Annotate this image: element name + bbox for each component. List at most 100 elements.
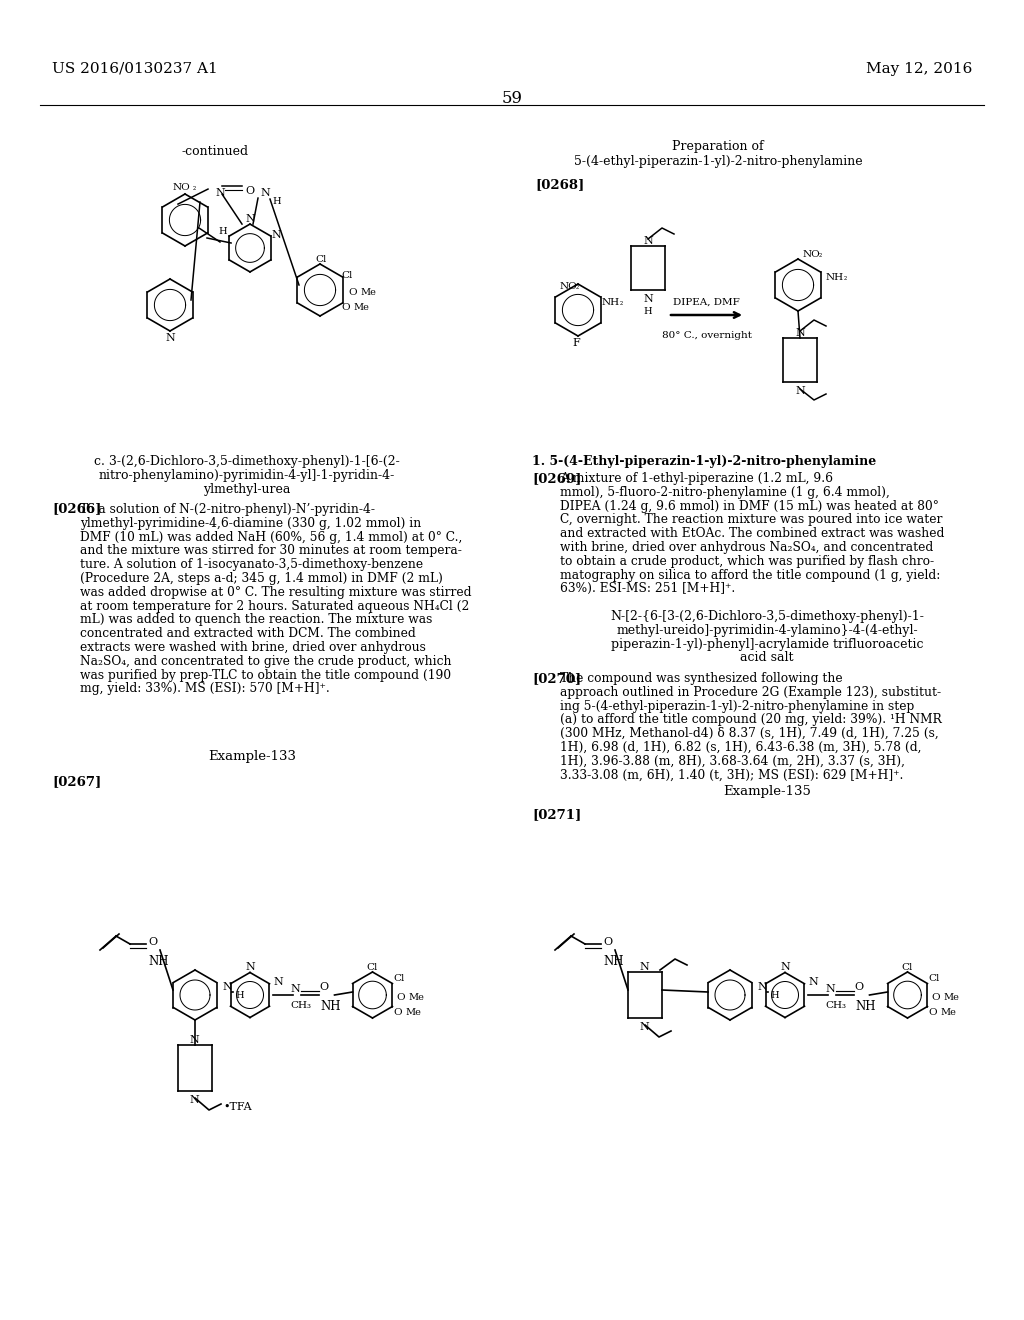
Text: with brine, dried over anhydrous Na₂SO₄, and concentrated: with brine, dried over anhydrous Na₂SO₄,… (560, 541, 933, 554)
Text: NH: NH (855, 1001, 876, 1012)
Text: mmol), 5-fluoro-2-nitro-phenylamine (1 g, 6.4 mmol),: mmol), 5-fluoro-2-nitro-phenylamine (1 g… (560, 486, 890, 499)
Text: ₂: ₂ (819, 251, 822, 259)
Text: To a solution of N-(2-nitro-phenyl)-N’-pyridin-4-: To a solution of N-(2-nitro-phenyl)-N’-p… (80, 503, 375, 516)
Text: and extracted with EtOAc. The combined extract was washed: and extracted with EtOAc. The combined e… (560, 527, 944, 540)
Text: CH₃: CH₃ (825, 1001, 847, 1010)
Text: 3.33-3.08 (m, 6H), 1.40 (t, 3H); MS (ESI): 629 [M+H]⁺.: 3.33-3.08 (m, 6H), 1.40 (t, 3H); MS (ESI… (560, 768, 903, 781)
Text: Me: Me (406, 1008, 421, 1016)
Text: to obtain a crude product, which was purified by flash chro-: to obtain a crude product, which was pur… (560, 554, 934, 568)
Text: •TFA: •TFA (223, 1102, 252, 1111)
Text: O: O (348, 288, 356, 297)
Text: N: N (643, 294, 652, 304)
Text: N: N (795, 327, 805, 338)
Text: N: N (222, 982, 231, 993)
Text: O: O (854, 982, 863, 993)
Text: N: N (273, 977, 284, 987)
Text: ture. A solution of 1-isocyanato-3,5-dimethoxy-benzene: ture. A solution of 1-isocyanato-3,5-dim… (80, 558, 423, 572)
Text: NH: NH (826, 273, 844, 282)
Text: [0268]: [0268] (535, 178, 585, 191)
Text: H: H (643, 308, 651, 315)
Text: H: H (234, 991, 244, 1001)
Text: approach outlined in Procedure 2G (Example 123), substitut-: approach outlined in Procedure 2G (Examp… (560, 686, 941, 698)
Text: Me: Me (940, 1008, 955, 1016)
Text: ylmethyl-urea: ylmethyl-urea (204, 483, 291, 495)
Text: Preparation of: Preparation of (672, 140, 764, 153)
Text: (300 MHz, Methanol-d4) δ 8.37 (s, 1H), 7.49 (d, 1H), 7.25 (s,: (300 MHz, Methanol-d4) δ 8.37 (s, 1H), 7… (560, 727, 939, 741)
Text: CH₃: CH₃ (291, 1001, 311, 1010)
Text: Na₂SO₄, and concentrated to give the crude product, which: Na₂SO₄, and concentrated to give the cru… (80, 655, 452, 668)
Text: N: N (757, 982, 767, 993)
Text: NH: NH (603, 954, 624, 968)
Text: N: N (215, 187, 224, 198)
Text: F: F (572, 338, 580, 348)
Text: Me: Me (353, 304, 369, 312)
Text: Me: Me (943, 993, 958, 1002)
Text: N: N (291, 983, 300, 994)
Text: The compound was synthesized following the: The compound was synthesized following t… (560, 672, 843, 685)
Text: O: O (396, 993, 404, 1002)
Text: [0270]: [0270] (532, 672, 582, 685)
Text: extracts were washed with brine, dried over anhydrous: extracts were washed with brine, dried o… (80, 642, 426, 653)
Text: May 12, 2016: May 12, 2016 (865, 62, 972, 77)
Text: N: N (643, 236, 652, 246)
Text: [0266]: [0266] (52, 502, 101, 515)
Text: C, overnight. The reaction mixture was poured into ice water: C, overnight. The reaction mixture was p… (560, 513, 942, 527)
Text: O: O (148, 937, 157, 946)
Text: O: O (931, 993, 940, 1002)
Text: Cl: Cl (901, 964, 912, 973)
Text: Cl: Cl (315, 255, 327, 264)
Text: at room temperature for 2 hours. Saturated aqueous NH₄Cl (2: at room temperature for 2 hours. Saturat… (80, 599, 469, 612)
Text: was purified by prep-TLC to obtain the title compound (190: was purified by prep-TLC to obtain the t… (80, 669, 452, 681)
Text: 1H), 3.96-3.88 (m, 8H), 3.68-3.64 (m, 2H), 3.37 (s, 3H),: 1H), 3.96-3.88 (m, 8H), 3.68-3.64 (m, 2H… (560, 755, 905, 768)
Text: Example-135: Example-135 (723, 785, 811, 799)
Text: N: N (825, 983, 836, 994)
Text: DMF (10 mL) was added NaH (60%, 56 g, 1.4 mmol) at 0° C.,: DMF (10 mL) was added NaH (60%, 56 g, 1.… (80, 531, 463, 544)
Text: [0269]: [0269] (532, 473, 582, 484)
Text: 1. 5-(4-Ethyl-piperazin-1-yl)-2-nitro-phenylamine: 1. 5-(4-Ethyl-piperazin-1-yl)-2-nitro-ph… (532, 455, 877, 469)
Text: NO: NO (803, 249, 821, 259)
Text: was added dropwise at 0° C. The resulting mixture was stirred: was added dropwise at 0° C. The resultin… (80, 586, 471, 599)
Text: DIPEA, DMF: DIPEA, DMF (673, 298, 740, 308)
Text: NO: NO (173, 183, 190, 191)
Text: (a) to afford the title compound (20 mg, yield: 39%). ¹H NMR: (a) to afford the title compound (20 mg,… (560, 713, 942, 726)
Text: Example-133: Example-133 (208, 750, 296, 763)
Text: 1H), 6.98 (d, 1H), 6.82 (s, 1H), 6.43-6.38 (m, 3H), 5.78 (d,: 1H), 6.98 (d, 1H), 6.82 (s, 1H), 6.43-6.… (560, 741, 922, 754)
Text: NH: NH (148, 954, 169, 968)
Text: ₂: ₂ (193, 183, 197, 191)
Text: N: N (165, 333, 175, 343)
Text: mL) was added to quench the reaction. The mixture was: mL) was added to quench the reaction. Th… (80, 614, 432, 627)
Text: matography on silica to afford the title compound (1 g, yield:: matography on silica to afford the title… (560, 569, 940, 582)
Text: ylmethyl-pyrimidine-4,6-diamine (330 g, 1.02 mmol) in: ylmethyl-pyrimidine-4,6-diamine (330 g, … (80, 517, 421, 529)
Text: O: O (603, 937, 612, 946)
Text: N: N (260, 187, 269, 198)
Text: US 2016/0130237 A1: US 2016/0130237 A1 (52, 62, 218, 77)
Text: 59: 59 (502, 90, 522, 107)
Text: O: O (319, 982, 329, 993)
Text: ₂: ₂ (620, 300, 624, 308)
Text: N: N (780, 962, 790, 973)
Text: H: H (770, 991, 778, 1001)
Text: ₂: ₂ (575, 282, 580, 290)
Text: NH: NH (321, 1001, 341, 1012)
Text: Cl: Cl (928, 974, 939, 983)
Text: NO: NO (560, 282, 578, 290)
Text: NH: NH (602, 298, 621, 308)
Text: acid salt: acid salt (740, 651, 794, 664)
Text: ing 5-(4-ethyl-piperazin-1-yl)-2-nitro-phenylamine in step: ing 5-(4-ethyl-piperazin-1-yl)-2-nitro-p… (560, 700, 914, 713)
Text: N-[2-{6-[3-(2,6-Dichloro-3,5-dimethoxy-phenyl)-1-: N-[2-{6-[3-(2,6-Dichloro-3,5-dimethoxy-p… (610, 610, 924, 623)
Text: O: O (928, 1008, 937, 1016)
Text: -continued: -continued (181, 145, 249, 158)
Text: N: N (809, 977, 818, 987)
Text: 63%). ESI-MS: 251 [M+H]⁺.: 63%). ESI-MS: 251 [M+H]⁺. (560, 582, 735, 595)
Text: 80° C., overnight: 80° C., overnight (662, 331, 752, 341)
Text: N: N (189, 1096, 199, 1105)
Text: N: N (245, 214, 255, 224)
Text: methyl-ureido]-pyrimidin-4-ylamino}-4-(4-ethyl-: methyl-ureido]-pyrimidin-4-ylamino}-4-(4… (616, 624, 918, 636)
Text: c. 3-(2,6-Dichloro-3,5-dimethoxy-phenyl)-1-[6-(2-: c. 3-(2,6-Dichloro-3,5-dimethoxy-phenyl)… (94, 455, 400, 469)
Text: [0267]: [0267] (52, 775, 101, 788)
Text: N: N (272, 230, 282, 240)
Text: N: N (795, 385, 805, 396)
Text: N: N (639, 962, 649, 972)
Text: H: H (272, 197, 281, 206)
Text: Me: Me (408, 993, 424, 1002)
